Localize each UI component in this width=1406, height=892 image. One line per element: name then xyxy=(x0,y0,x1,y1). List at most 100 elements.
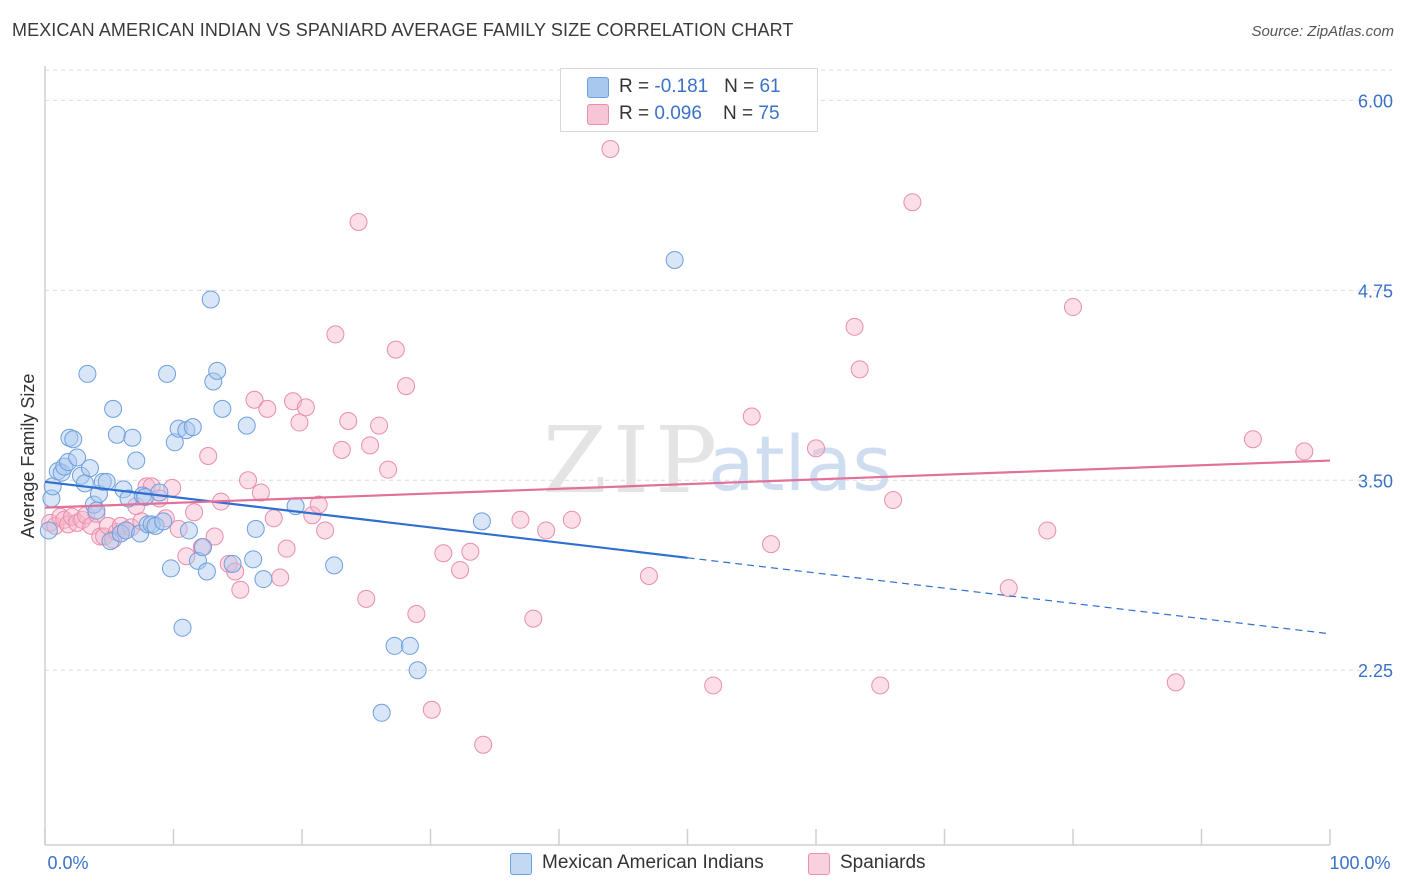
spaniards-point xyxy=(639,567,658,586)
spaniards-point xyxy=(339,412,358,431)
mexican-american-indians-point xyxy=(385,636,404,655)
spaniards-point xyxy=(277,539,296,558)
mexican-american-indians-point xyxy=(75,474,94,493)
spaniards-point xyxy=(226,562,245,581)
spaniards-point xyxy=(1295,442,1314,461)
n-label: N = xyxy=(724,76,760,97)
y-axis-label: Average Family Size xyxy=(18,374,38,539)
x-tick-label-min: 0.0% xyxy=(47,853,88,873)
spaniards-point xyxy=(41,513,60,532)
spaniards-point xyxy=(1166,673,1185,692)
mexican-american-indians-point xyxy=(93,472,112,491)
series-legend: Mexican American Indians Spaniards xyxy=(0,851,1406,879)
mexican-american-indians-point xyxy=(183,418,202,437)
mexican-american-indians-point xyxy=(111,524,130,543)
mexican-american-indians-point xyxy=(97,472,116,491)
spaniards-point xyxy=(231,580,250,599)
mexican-american-indians-point xyxy=(150,483,169,502)
spaniards-point xyxy=(451,560,470,579)
spaniards-point xyxy=(1243,430,1262,449)
spaniards-point xyxy=(245,390,264,409)
watermark-zip: ZIP xyxy=(543,407,723,514)
mexican-american-indians-point xyxy=(208,361,227,380)
mexican-american-indians-point xyxy=(80,459,99,478)
spaniards-point xyxy=(704,676,723,695)
mexican-american-indians-point xyxy=(158,364,177,383)
spaniards-point xyxy=(239,471,258,490)
pink-swatch xyxy=(808,853,830,875)
spaniards-point xyxy=(474,735,493,754)
mexican-american-indians-point xyxy=(169,419,188,438)
mexican-american-indians-point xyxy=(400,636,419,655)
trend-lines xyxy=(44,459,1331,635)
spaniards-point xyxy=(68,513,87,532)
spaniards-point xyxy=(845,317,864,336)
mexican-american-indians-point xyxy=(161,559,180,578)
spaniards-point xyxy=(386,340,405,359)
spaniards-point xyxy=(219,554,238,573)
spaniards-point xyxy=(1064,298,1082,317)
spaniards-point xyxy=(379,460,398,479)
spaniards-point xyxy=(332,440,351,459)
mexican-american-indians-point xyxy=(472,512,491,531)
spaniards-point xyxy=(349,212,368,231)
spaniards-point xyxy=(271,568,290,587)
spaniards-point xyxy=(370,416,389,435)
spaniards-point xyxy=(524,609,543,628)
spaniards-point xyxy=(397,377,416,396)
mexican-american-indians-point xyxy=(179,521,198,540)
mexican-american-indians-point xyxy=(104,399,123,418)
r-value: 0.096 xyxy=(654,103,702,124)
mexican-american-indians-point xyxy=(64,430,83,449)
mexican-american-indians-point xyxy=(372,703,391,722)
mexican-american-indians-point xyxy=(138,515,157,534)
mexican-american-indians-point xyxy=(223,554,242,573)
spaniards-point xyxy=(296,398,315,417)
spaniards-point xyxy=(871,676,890,695)
spaniards-point xyxy=(762,535,781,554)
n-label: N = xyxy=(723,103,759,124)
mexican-american-indians-point xyxy=(204,372,223,391)
spaniards-point xyxy=(884,491,903,510)
watermark: ZIP atlas xyxy=(543,407,892,514)
x-tick-label-max: 100.0% xyxy=(1329,853,1390,873)
mexican-american-indians-point xyxy=(68,448,87,467)
spaniards-point xyxy=(562,510,581,529)
mexican-american-indians-point xyxy=(237,416,256,435)
spaniards-point xyxy=(46,516,65,535)
axes xyxy=(44,66,1331,846)
spaniards-point xyxy=(422,700,441,719)
n-value: 61 xyxy=(759,76,781,97)
spaniards-point xyxy=(850,360,869,379)
spaniards-point xyxy=(357,589,376,608)
mexican-american-indians-point xyxy=(127,451,146,470)
chart-title: MEXICAN AMERICAN INDIAN VS SPANIARD AVER… xyxy=(12,20,794,40)
mexican-american-indians-point xyxy=(154,512,173,531)
mexican-american-indians-point xyxy=(197,562,216,581)
mexican-american-indians-point xyxy=(101,532,120,551)
pink-swatch xyxy=(587,104,609,125)
mexican-american-indians-point xyxy=(194,538,213,557)
spaniards-point xyxy=(1038,521,1057,540)
grid-lines xyxy=(45,69,1392,671)
mexican-american-indians-point xyxy=(173,618,192,637)
spaniards-point xyxy=(461,542,480,561)
blue-swatch xyxy=(510,853,532,875)
mexican-american-indians-point xyxy=(213,399,232,418)
spaniards-point xyxy=(903,193,922,212)
legend-label: Spaniards xyxy=(840,852,926,873)
mexican-american-indians-point xyxy=(201,290,220,309)
y-tick-labels: 2.25 3.50 4.75 6.00 xyxy=(1358,91,1393,681)
spaniards-point xyxy=(434,544,453,563)
spaniards-points xyxy=(41,140,1314,754)
spaniards-point xyxy=(511,510,530,529)
mexican-american-indians-point xyxy=(165,433,184,452)
y-tick-label: 4.75 xyxy=(1358,281,1393,301)
mexican-american-indians-point xyxy=(244,550,263,569)
r-label: R = xyxy=(619,76,655,97)
mexican-american-indians-point xyxy=(188,551,207,570)
spaniards-point xyxy=(205,527,224,546)
stats-legend: R = -0.181 N = 61 R = 0.096 N = 75 xyxy=(560,68,818,132)
trend-line-spaniards xyxy=(44,459,1331,509)
